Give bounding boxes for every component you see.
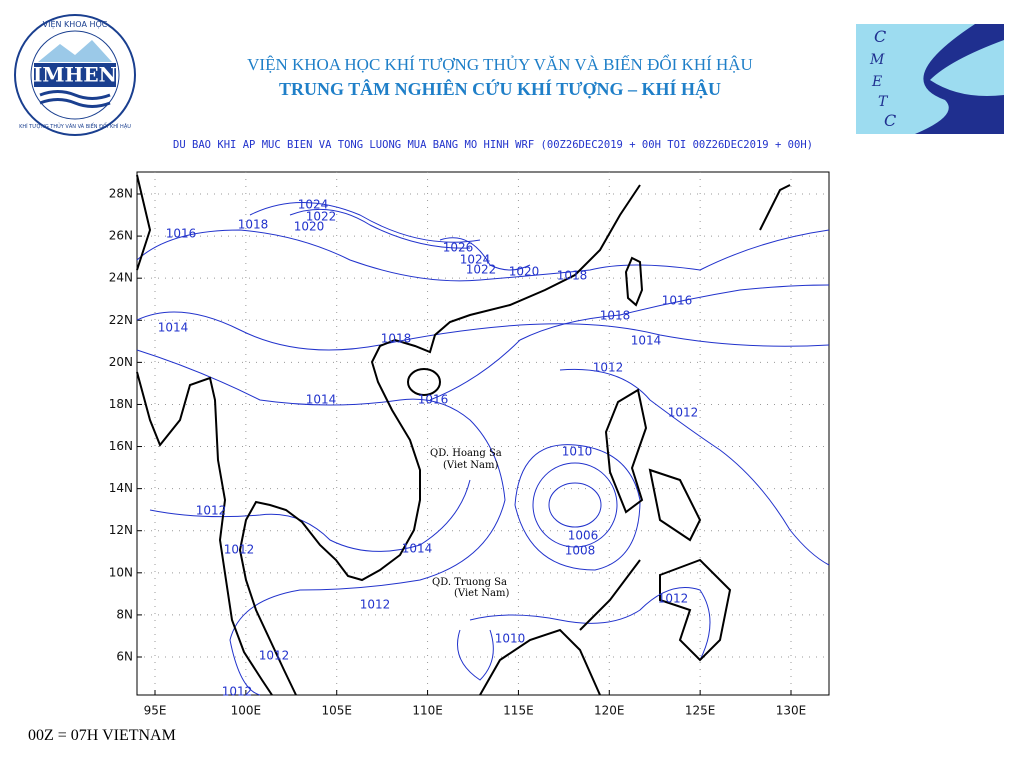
- logo-letter: T: [878, 94, 889, 110]
- contour-label: 1018: [238, 218, 269, 232]
- lat-tick-label: 16N: [109, 439, 133, 453]
- contour-label: 1016: [662, 294, 693, 308]
- contour-label: 1008: [565, 544, 596, 558]
- contour-label: 1014: [631, 334, 662, 348]
- lat-tick-label: 26N: [109, 229, 133, 243]
- contour-label: 1012: [259, 649, 290, 663]
- lat-tick-label: 24N: [109, 271, 133, 285]
- place-note: (Viet Nam): [454, 588, 509, 599]
- contour-label: 1018: [600, 309, 631, 323]
- lon-tick-label: 95E: [144, 704, 167, 718]
- contour-label: 1018: [381, 332, 412, 346]
- title-line1: VIỆN KHOA HỌC KHÍ TƯỢNG THỦY VĂN VÀ BIẾN…: [247, 54, 753, 74]
- logo-right: C M E T C: [856, 24, 1004, 134]
- contour-label: 1014: [158, 321, 189, 335]
- contour-label: 1022: [466, 263, 497, 277]
- lon-tick-label: 110E: [412, 704, 443, 718]
- lat-tick-label: 8N: [116, 607, 133, 621]
- place-name: QD. Hoang Sa: [430, 448, 502, 459]
- logo-left: IMHEN VIỆN KHOA HỌC KHÍ TƯỢNG THỦY VĂN V…: [14, 14, 136, 136]
- contour-label: 1012: [658, 592, 689, 606]
- coastlines: [136, 174, 791, 696]
- contour-label: 1020: [294, 220, 325, 234]
- contour-label: 1020: [509, 265, 540, 279]
- lat-tick-label: 14N: [109, 481, 133, 495]
- contour-label: 1022: [306, 210, 337, 224]
- place-note: (Viet Nam): [443, 460, 498, 471]
- lat-tick-label: 12N: [109, 523, 133, 537]
- logo-name: IMHEN: [33, 63, 117, 87]
- contour-label: 1016: [166, 227, 197, 241]
- logo-letter: C: [884, 111, 896, 130]
- contour-label: 1012: [593, 361, 624, 375]
- place-name: QD. Truong Sa: [432, 577, 507, 588]
- contour-label: 1014: [402, 542, 433, 556]
- lat-tick-label: 18N: [109, 397, 133, 411]
- lat-tick-label: 10N: [109, 565, 133, 579]
- contour-label: 1010: [495, 632, 526, 646]
- isobars: [136, 202, 830, 696]
- lon-tick-label: 125E: [685, 704, 716, 718]
- contour-label: 1024: [298, 198, 329, 212]
- logo-letter: M: [869, 52, 885, 68]
- contour-label: 1012: [222, 685, 253, 699]
- lat-tick-label: 28N: [109, 187, 133, 201]
- contour-label: 1024: [460, 253, 491, 267]
- contour-label: 1012: [196, 504, 227, 518]
- contour-label: 1006: [568, 529, 599, 543]
- logo-ring: KHÍ TƯỢNG THỦY VĂN VÀ BIẾN ĐỔI KHÍ HẬU: [19, 122, 131, 130]
- lat-tick-label: 22N: [109, 313, 133, 327]
- contour-labels: 1024 1022 1020 1018 1016 1026 1024 1022 …: [158, 198, 699, 699]
- title-line2: TRUNG TÂM NGHIÊN CỨU KHÍ TƯỢNG – KHÍ HẬU: [279, 78, 721, 99]
- lat-tick-label: 20N: [109, 355, 133, 369]
- contour-label: 1016: [418, 393, 449, 407]
- contour-label: 1010: [562, 445, 593, 459]
- logo-letter: E: [871, 74, 882, 90]
- lon-tick-label: 130E: [776, 704, 807, 718]
- lon-tick-label: 115E: [503, 704, 534, 718]
- subtitle: DU BAO KHI AP MUC BIEN VA TONG LUONG MUA…: [173, 139, 813, 151]
- logo-letter: C: [874, 27, 886, 46]
- contour-label: 1012: [360, 598, 391, 612]
- lon-tick-label: 105E: [321, 704, 352, 718]
- contour-label: 1014: [306, 393, 337, 407]
- logo-top: VIỆN KHOA HỌC: [43, 18, 108, 30]
- contour-label: 1026: [443, 241, 474, 255]
- lat-tick-label: 6N: [116, 650, 133, 664]
- footer-note: 00Z = 07H VIETNAM: [28, 727, 176, 744]
- contour-label: 1012: [668, 406, 699, 420]
- lon-tick-label: 120E: [594, 704, 625, 718]
- contour-label: 1018: [557, 269, 588, 283]
- contour-label: 1012: [224, 543, 255, 557]
- lon-tick-label: 100E: [231, 704, 262, 718]
